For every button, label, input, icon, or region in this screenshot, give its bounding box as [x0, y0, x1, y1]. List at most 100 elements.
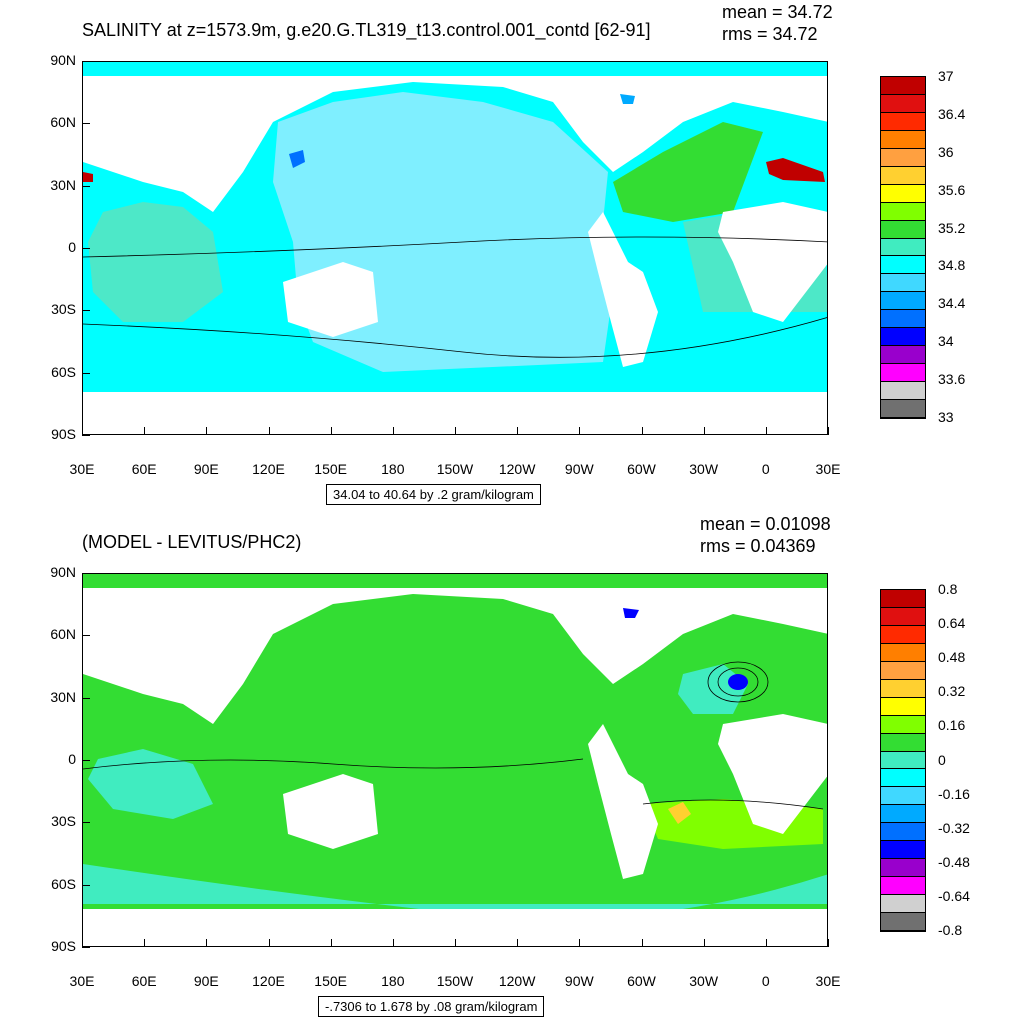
colorbar-label: 37: [938, 68, 954, 84]
colorbar: [880, 589, 926, 932]
land-australia: [283, 262, 378, 337]
colorbar-swatch: [881, 769, 925, 788]
colorbar-label: 0.32: [938, 683, 966, 700]
colorbar-swatch: [881, 661, 925, 680]
colorbar-swatch: [881, 859, 925, 878]
land-africa: [718, 714, 827, 834]
colorbar-label: -0.48: [938, 853, 970, 870]
colorbar-swatch: [881, 607, 925, 626]
colorbar-label: -0.64: [938, 887, 970, 904]
x-tick-label: 150E: [314, 973, 347, 989]
x-tick-mark: [455, 939, 456, 947]
colorbar-swatch: [881, 400, 925, 418]
colorbar-swatch: [881, 77, 925, 95]
x-tick-label: 30W: [689, 973, 719, 989]
colorbar-label: 33.6: [938, 371, 966, 388]
x-tick-mark: [641, 939, 643, 947]
salinity-map-svg: [83, 62, 827, 434]
arctic-ocean: [83, 62, 827, 76]
x-tick-mark: [392, 427, 394, 435]
x-tick-label: 90E: [193, 973, 219, 989]
rms-stat: rms = 34.72: [722, 24, 818, 44]
y-tick-label: 30N: [50, 176, 76, 193]
colorbar-swatch: [881, 382, 925, 401]
colorbar-label: 0.16: [938, 717, 966, 734]
x-tick-mark: [82, 939, 83, 947]
colorbar-swatch: [881, 238, 925, 257]
x-tick-mark: [206, 939, 208, 947]
colorbar-swatch: [881, 310, 925, 329]
y-tick-label: 60S: [51, 875, 76, 892]
contour-line: [83, 236, 827, 258]
y-tick-label: 90S: [51, 426, 76, 442]
north-atlantic: [613, 122, 763, 222]
x-tick-mark: [144, 939, 146, 947]
x-tick-mark: [765, 939, 767, 947]
x-tick-mark: [330, 939, 332, 947]
baffin-bay: [620, 94, 635, 104]
colorbar-swatch: [881, 184, 925, 203]
colorbar-label: 0.64: [938, 615, 966, 632]
x-tick-mark: [268, 427, 270, 435]
x-tick-label: 60W: [627, 461, 656, 477]
colorbar-swatch: [881, 274, 925, 293]
colorbar-swatch: [881, 112, 925, 131]
salinity-map: [82, 61, 828, 435]
y-tick-mark: [82, 697, 90, 699]
x-tick-mark: [82, 427, 83, 435]
indian-ocean: [88, 202, 223, 322]
x-tick-label: 60E: [131, 973, 157, 989]
colorbar-swatch: [881, 625, 925, 644]
colorbar-swatch: [881, 364, 925, 383]
x-tick-label: 180: [381, 461, 405, 477]
red-sea-outflow: [83, 172, 93, 182]
x-tick-mark: [703, 939, 705, 947]
y-tick-label: 90S: [51, 938, 76, 954]
colorbar-swatch: [881, 823, 925, 842]
y-tick-mark: [82, 123, 90, 125]
y-tick-label: 0: [68, 751, 76, 767]
x-tick-mark: [579, 427, 581, 435]
y-tick-label: 30S: [51, 813, 76, 830]
colorbar-swatch: [881, 220, 925, 239]
difference-map-svg: [83, 574, 827, 946]
y-tick-label: 30N: [50, 688, 76, 705]
x-tick-label: 60E: [131, 461, 157, 477]
colorbar-swatch: [881, 346, 925, 365]
contour-caption: -.7306 to 1.678 by .08 gram/kilogram: [318, 996, 545, 1017]
colorbar-swatch: [881, 787, 925, 806]
colorbar-label: 0: [938, 751, 946, 768]
y-tick-label: 90N: [50, 52, 76, 68]
y-tick-mark: [82, 248, 90, 249]
colorbar-swatch: [881, 328, 925, 347]
x-tick-mark: [455, 427, 456, 435]
colorbar-label: -0.16: [938, 785, 970, 802]
colorbar-swatch: [881, 202, 925, 221]
colorbar-swatch: [881, 292, 925, 311]
contour-lines: [83, 661, 824, 810]
y-tick-mark: [82, 635, 90, 637]
y-tick-mark: [82, 884, 90, 886]
colorbar-swatch: [881, 166, 925, 185]
rms-stat: rms = 0.04369: [700, 536, 816, 556]
baffin-anomaly: [623, 608, 639, 618]
southern-ocean-anomaly: [83, 864, 827, 919]
x-tick-label: 180: [381, 973, 405, 989]
y-tick-mark: [82, 822, 90, 824]
x-tick-mark: [703, 427, 705, 435]
y-tick-label: 60N: [50, 114, 76, 131]
x-tick-label: 150W: [436, 973, 474, 989]
x-tick-label: 150E: [314, 461, 347, 477]
colorbar-label: 33: [938, 409, 954, 425]
x-tick-label: 120W: [498, 461, 536, 477]
y-tick-label: 30S: [51, 301, 76, 318]
x-tick-mark: [144, 427, 146, 435]
mean-stat: mean = 34.72: [722, 2, 833, 22]
land-africa: [718, 202, 827, 322]
y-tick-mark: [82, 372, 90, 374]
colorbar-label: 36.4: [938, 105, 966, 122]
colorbar-label: -0.32: [938, 819, 970, 836]
mean-stat: mean = 0.01098: [700, 514, 831, 534]
x-tick-label: 60W: [627, 973, 656, 989]
x-tick-label: 120E: [252, 973, 285, 989]
